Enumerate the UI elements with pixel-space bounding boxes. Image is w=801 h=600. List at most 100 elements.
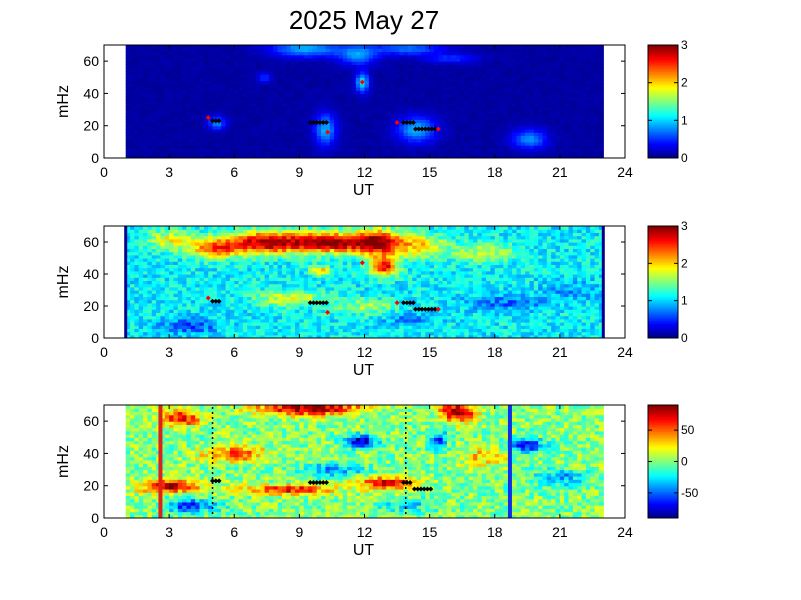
heatmap-cell (173, 145, 179, 149)
heatmap-cell (303, 106, 309, 111)
heatmap-cell (130, 290, 135, 294)
heatmap-cell (490, 141, 496, 146)
heatmap-cell (212, 232, 218, 237)
heatmap-cell (598, 74, 604, 78)
heatmap-cell (251, 135, 257, 140)
heatmap-cell (538, 64, 544, 69)
heatmap-cell (295, 128, 300, 133)
heatmap-cell (529, 109, 535, 114)
heatmap-cell (585, 57, 591, 62)
heatmap-cell (455, 61, 461, 65)
heatmap-cell (442, 151, 448, 156)
heatmap-cell (416, 103, 422, 107)
heatmap-cell (195, 74, 201, 78)
heatmap-cell (164, 67, 170, 72)
heatmap-cell (334, 45, 340, 49)
heatmap-cell (429, 109, 435, 114)
heatmap-cell (355, 99, 361, 104)
heatmap-cell (212, 135, 218, 140)
heatmap-cell (451, 119, 457, 124)
heatmap-cell (316, 135, 322, 140)
heatmap-cell (221, 286, 227, 291)
heatmap-cell (151, 302, 157, 307)
heatmap-cell (373, 128, 379, 133)
heatmap-cell (160, 67, 166, 72)
heatmap-cell (251, 96, 257, 101)
heatmap-cell (203, 112, 209, 117)
heatmap-cell (468, 132, 474, 136)
heatmap-cell (355, 54, 361, 59)
heatmap-cell (503, 154, 509, 158)
heatmap-cell (486, 51, 492, 56)
heatmap-cell (381, 151, 387, 156)
heatmap-cell (360, 86, 366, 91)
heatmap-cell (386, 83, 392, 88)
heatmap-cell (564, 80, 570, 85)
heatmap-cell (208, 286, 214, 291)
heatmap-cell (486, 96, 492, 101)
heatmap-cell (438, 93, 444, 98)
heatmap-cell (446, 122, 452, 127)
heatmap-cell (303, 96, 309, 101)
heatmap-cell (347, 86, 353, 91)
heatmap-cell (312, 151, 318, 156)
heatmap-cell (177, 67, 183, 72)
heatmap-cell (216, 312, 222, 317)
heatmap-cell (312, 80, 318, 85)
heatmap-cell (594, 135, 600, 140)
heatmap-cell (494, 74, 500, 78)
heatmap-cell (525, 109, 531, 114)
heatmap-cell (282, 90, 287, 95)
heatmap-cell (529, 154, 535, 158)
heatmap-cell (182, 109, 188, 114)
heatmap-cell (533, 116, 539, 120)
heatmap-cell (264, 116, 270, 120)
y-tick-label: 40 (83, 85, 99, 101)
heatmap-cell (377, 61, 383, 65)
colorbar-cell (648, 66, 678, 69)
heatmap-cell (134, 138, 140, 143)
heatmap-cell (407, 148, 413, 153)
heatmap-cell (125, 128, 131, 133)
heatmap-cell (438, 148, 444, 153)
heatmap-cell (199, 90, 205, 95)
heatmap-cell (173, 61, 179, 65)
heatmap-cell (325, 112, 331, 117)
heatmap-cell (295, 99, 300, 104)
heatmap-cell (355, 128, 361, 133)
heatmap-cell (312, 116, 318, 120)
heatmap-cell (212, 226, 218, 230)
heatmap-cell (299, 116, 305, 120)
heatmap-cell (529, 70, 535, 75)
heatmap-cell (512, 45, 518, 49)
heatmap-cell (568, 90, 574, 95)
heatmap-cell (182, 80, 188, 85)
heatmap-cell (164, 99, 170, 104)
heatmap-cell (559, 51, 565, 56)
heatmap-cell (216, 54, 222, 59)
heatmap-cell (520, 116, 526, 120)
heatmap-cell (334, 138, 340, 143)
heatmap-cell (564, 99, 570, 104)
heatmap-cell (208, 151, 214, 156)
heatmap-cell (564, 93, 570, 98)
heatmap-cell (399, 125, 405, 130)
heatmap-cell (394, 83, 400, 88)
heatmap-cell (212, 70, 218, 75)
heatmap-cell (212, 132, 218, 136)
colorbar-cell (648, 53, 678, 57)
heatmap-cell (147, 315, 153, 320)
heatmap-cell (234, 235, 240, 240)
heatmap-cell (160, 48, 166, 53)
heatmap-cell (394, 96, 400, 101)
heatmap-cell (282, 74, 287, 78)
heatmap-cell (229, 109, 235, 114)
heatmap-cell (490, 86, 496, 91)
heatmap-cell (473, 80, 478, 85)
heatmap-cell (151, 309, 157, 313)
heatmap-cell (455, 106, 461, 111)
heatmap-cell (455, 138, 461, 143)
heatmap-cell (229, 296, 235, 301)
heatmap-cell (312, 70, 318, 75)
heatmap-cell (173, 151, 179, 156)
